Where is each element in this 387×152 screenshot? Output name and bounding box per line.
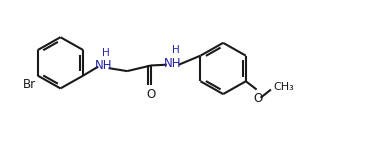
- Text: NH: NH: [94, 59, 112, 72]
- Text: O: O: [253, 92, 263, 105]
- Text: CH₃: CH₃: [274, 82, 295, 92]
- Text: NH: NH: [164, 57, 182, 70]
- Text: O: O: [146, 88, 156, 101]
- Text: Br: Br: [23, 78, 36, 91]
- Text: H: H: [172, 45, 180, 55]
- Text: H: H: [103, 48, 110, 58]
